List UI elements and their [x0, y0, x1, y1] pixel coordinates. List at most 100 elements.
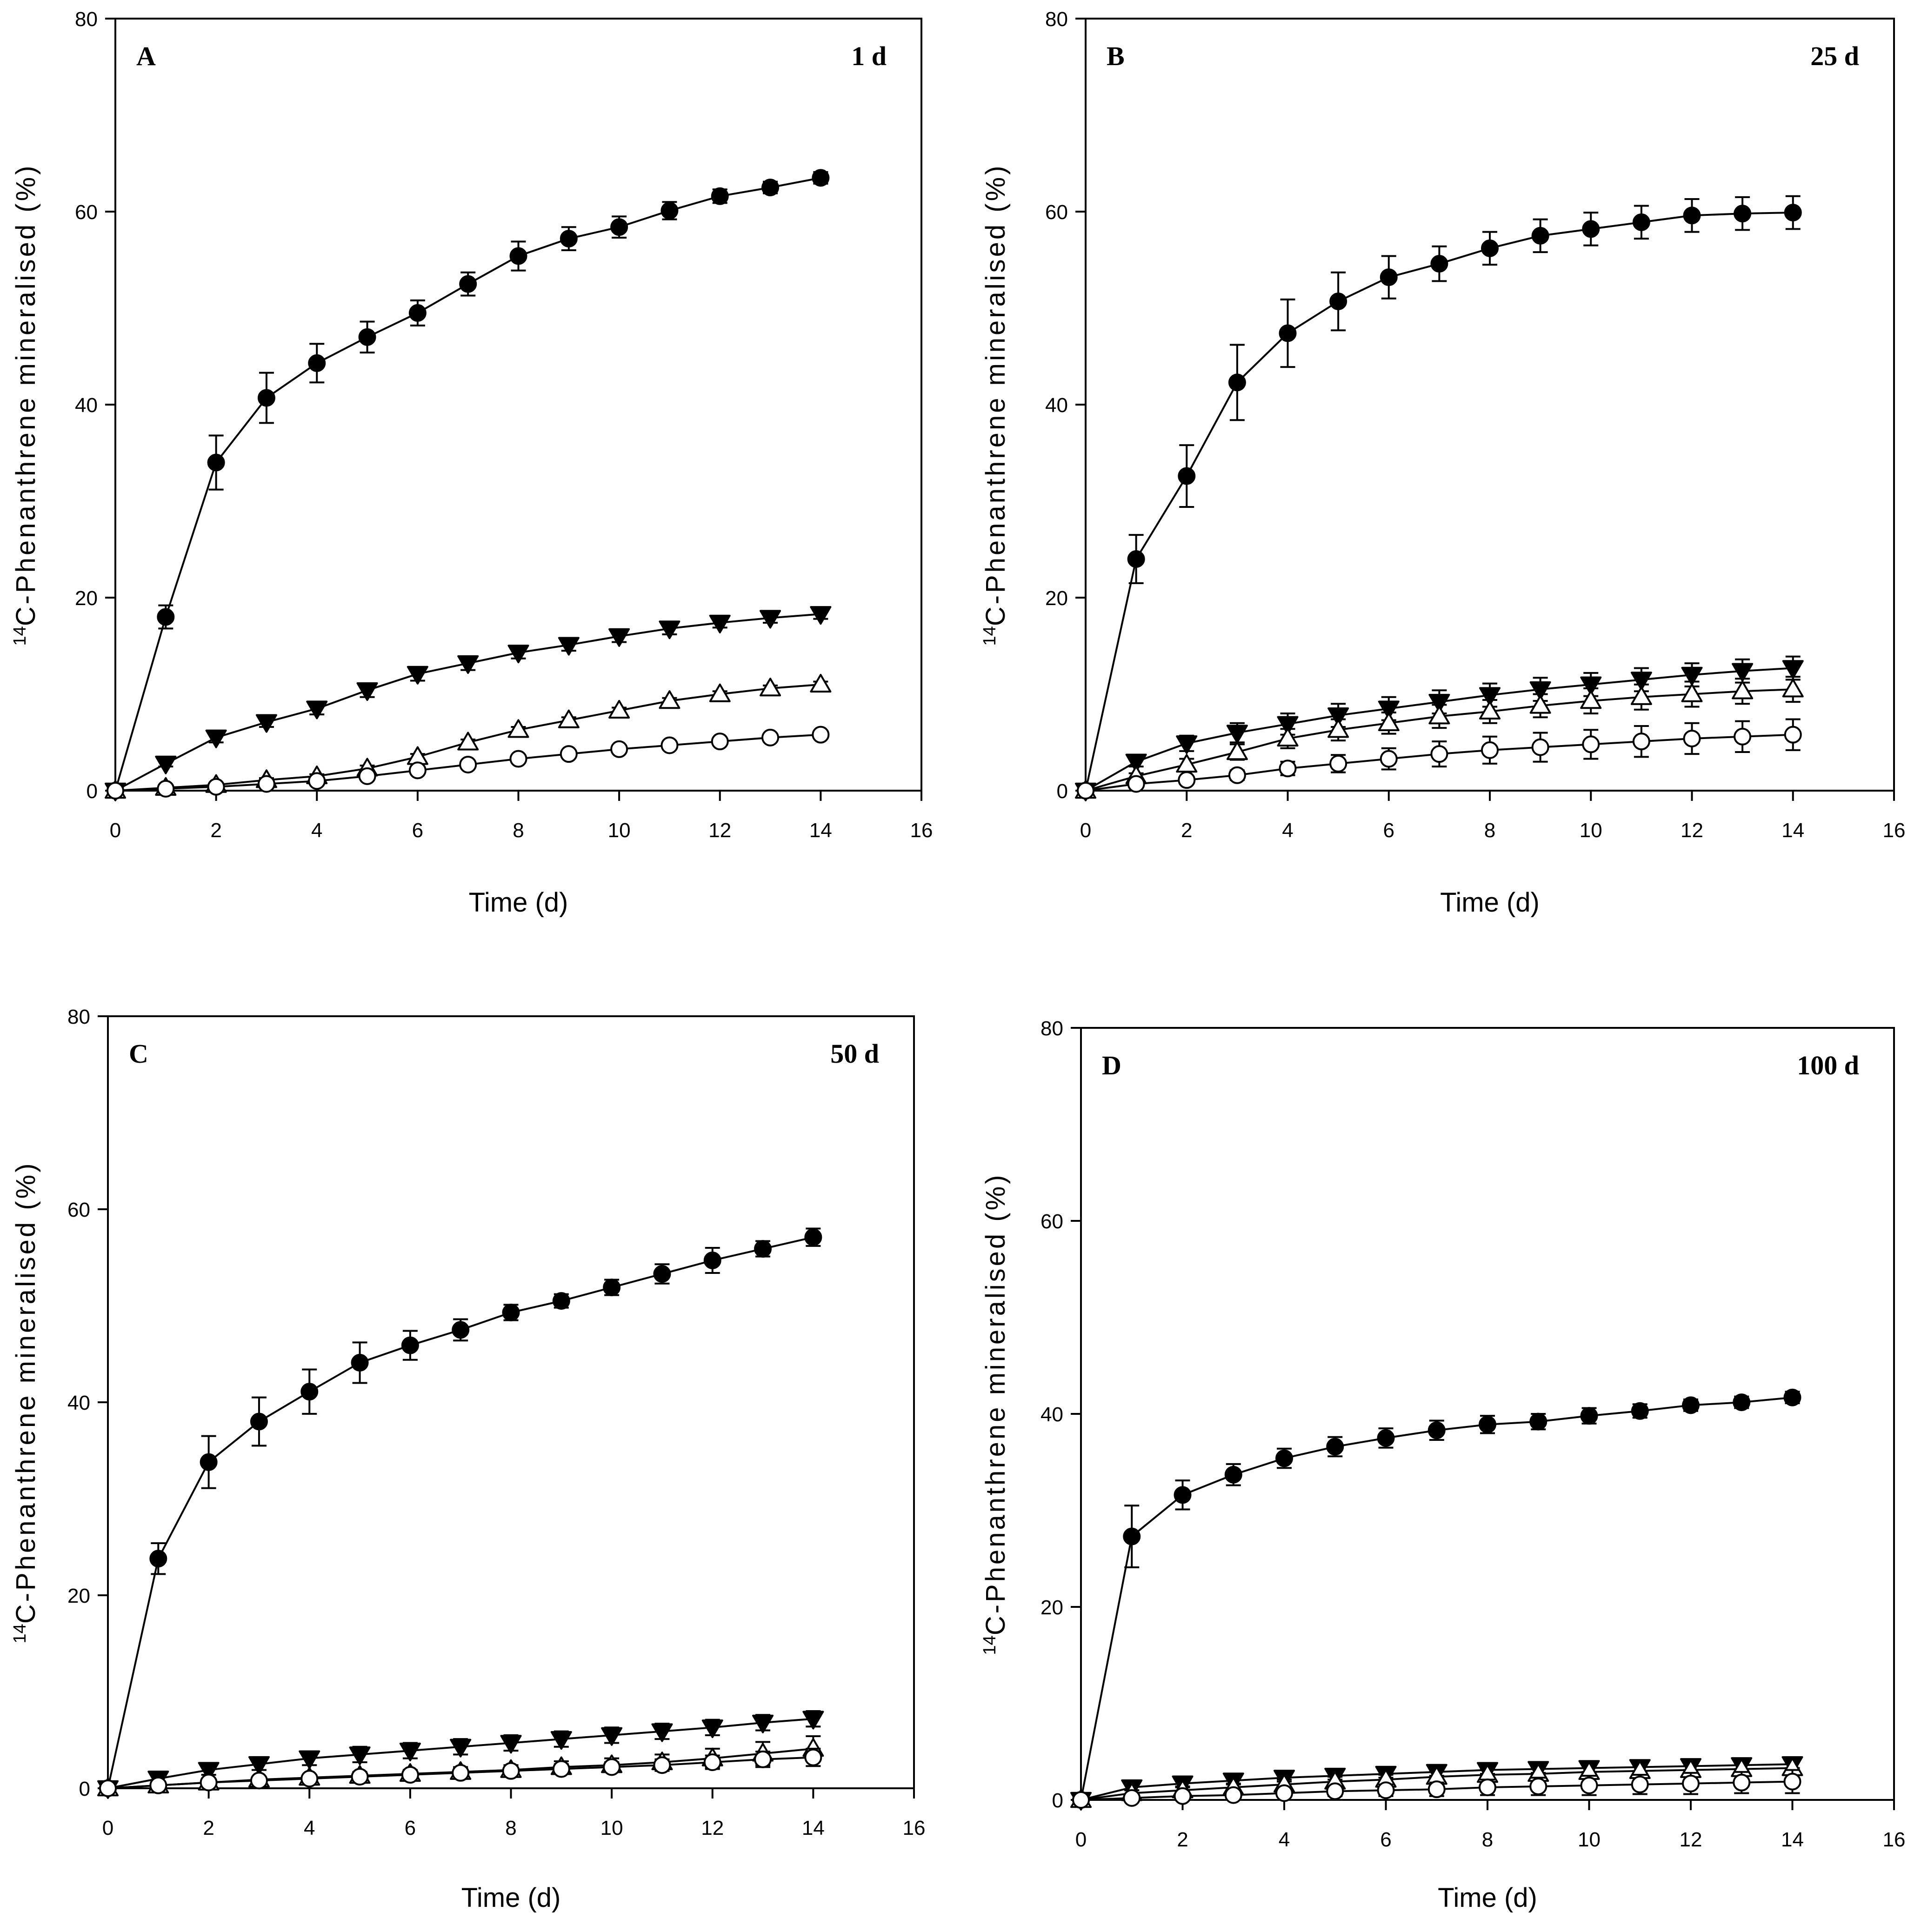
data-point — [300, 1383, 319, 1401]
data-point — [1683, 729, 1701, 747]
data-point — [1380, 750, 1398, 768]
x-tick-label: 0 — [102, 1817, 113, 1839]
data-point — [1783, 1388, 1801, 1406]
data-point — [457, 655, 479, 674]
data-point — [810, 673, 832, 693]
data-point — [452, 1321, 470, 1339]
data-point — [709, 614, 731, 633]
data-point — [1329, 754, 1347, 773]
panel-label: B — [1107, 41, 1125, 71]
data-point — [1481, 239, 1499, 257]
x-tick-label: 14 — [809, 819, 832, 842]
y-axis-title-main: C-Phenanthrene mineralised (%) — [981, 164, 1011, 626]
data-point — [752, 1714, 774, 1733]
data-point — [1326, 1438, 1344, 1456]
data-point — [1580, 1407, 1598, 1425]
data-point — [1683, 207, 1701, 225]
data-point — [509, 247, 527, 265]
data-point — [653, 1756, 671, 1774]
plot-frame — [1080, 1027, 1895, 1801]
data-point — [1174, 1486, 1192, 1504]
data-point — [358, 328, 376, 346]
data-point — [1531, 227, 1549, 245]
data-point — [760, 678, 781, 697]
plot-frame — [1085, 18, 1895, 792]
x-tick-label: 8 — [1484, 819, 1495, 842]
y-tick-label: 60 — [67, 1199, 90, 1221]
data-point — [1275, 1449, 1293, 1467]
data-point — [1479, 1415, 1496, 1433]
y-axis-title: 14C-Phenanthrene mineralised (%) — [980, 1173, 1011, 1655]
data-point — [1275, 1784, 1293, 1802]
data-point — [1377, 1429, 1395, 1447]
x-tick-label: 10 — [608, 819, 631, 842]
data-point — [500, 1735, 522, 1754]
y-tick-label: 20 — [1045, 587, 1068, 610]
y-tick-label: 60 — [75, 201, 98, 224]
x-tick-label: 16 — [1883, 1828, 1906, 1851]
data-point — [550, 1731, 572, 1750]
data-point — [1378, 712, 1400, 731]
data-point — [356, 682, 378, 701]
data-point — [701, 1719, 723, 1739]
data-point — [1631, 1402, 1649, 1420]
data-point — [308, 772, 326, 790]
data-point — [1077, 782, 1094, 799]
data-point — [1529, 1777, 1547, 1795]
data-point — [507, 719, 529, 738]
x-tick-label: 4 — [304, 1817, 315, 1839]
x-tick-label: 8 — [513, 819, 524, 842]
data-point — [149, 1550, 167, 1568]
panel-label: C — [129, 1039, 148, 1069]
data-point — [610, 218, 628, 236]
data-point — [502, 1762, 520, 1780]
data-point — [660, 201, 679, 220]
data-point — [1733, 1393, 1751, 1412]
data-point — [207, 453, 225, 472]
x-tick-label: 12 — [708, 819, 731, 842]
data-point — [1174, 1787, 1192, 1805]
data-point — [1326, 1782, 1344, 1800]
data-point — [1732, 680, 1754, 700]
data-point — [250, 1772, 268, 1790]
data-point — [408, 761, 427, 779]
data-point — [1125, 753, 1147, 773]
data-point — [1682, 1396, 1700, 1414]
data-point — [1732, 663, 1754, 682]
data-point — [608, 628, 630, 647]
y-axis-title-superscript: 14 — [10, 626, 30, 646]
data-point — [603, 1279, 621, 1297]
data-point — [306, 700, 328, 720]
data-point — [760, 610, 781, 629]
data-point — [401, 1765, 419, 1784]
data-point — [351, 1768, 369, 1786]
data-point — [1430, 745, 1448, 763]
y-tick-label: 60 — [1045, 201, 1068, 224]
y-tick-label: 40 — [1041, 1403, 1063, 1426]
data-point — [1681, 666, 1703, 686]
data-point — [1127, 550, 1145, 568]
data-point — [99, 1779, 117, 1797]
series-open-triangle-up — [1075, 676, 1804, 799]
data-point — [107, 782, 124, 799]
data-point — [711, 187, 729, 205]
y-tick-label: 0 — [1057, 780, 1068, 803]
data-point — [558, 637, 580, 656]
data-point — [1277, 728, 1299, 747]
data-point — [810, 606, 832, 625]
data-point — [1226, 725, 1248, 744]
data-point — [1630, 686, 1652, 705]
data-point — [560, 230, 578, 248]
panel-time-label: 25 d — [1810, 41, 1859, 71]
x-tick-label: 8 — [505, 1817, 516, 1839]
data-point — [1580, 676, 1602, 695]
data-point — [703, 1753, 721, 1771]
data-point — [552, 1760, 570, 1778]
data-point — [1176, 735, 1198, 754]
x-tick-label: 14 — [1781, 819, 1804, 842]
y-axis-title-main: C-Phenanthrene mineralised (%) — [981, 1173, 1011, 1636]
data-point — [1279, 324, 1297, 342]
